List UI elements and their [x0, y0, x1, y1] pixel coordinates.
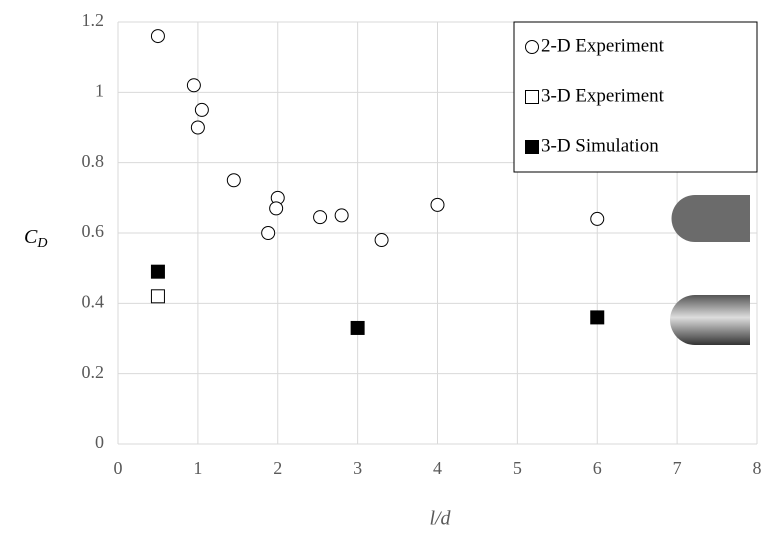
- x-tick-label: 3: [353, 458, 362, 478]
- x-tick-label: 4: [433, 458, 442, 478]
- marker: [150, 29, 165, 44]
- y-axis-label-sub: D: [36, 236, 47, 251]
- marker: [190, 120, 205, 135]
- legend-label: 3-D Simulation: [541, 135, 659, 156]
- marker: [150, 289, 165, 304]
- capsule-icon: [671, 195, 750, 242]
- y-tick-label: 0.6: [82, 221, 105, 241]
- marker: [261, 226, 276, 240]
- x-tick-label: 6: [593, 458, 602, 478]
- y-tick-label: 0.8: [82, 151, 105, 171]
- y-tick-label: 0: [95, 432, 104, 452]
- x-tick-label: 2: [273, 458, 282, 478]
- x-tick-label: 7: [673, 458, 682, 478]
- y-tick-label: 0.4: [82, 291, 105, 311]
- marker: [186, 78, 201, 93]
- marker: [590, 211, 605, 226]
- legend-marker: [525, 40, 539, 54]
- x-tick-label: 0: [114, 458, 123, 478]
- legend: 2-D Experiment 3-D Experiment 3-D Simulati…: [525, 35, 665, 156]
- marker: [226, 173, 241, 188]
- marker: [194, 102, 209, 117]
- x-tick-label: 1: [193, 458, 202, 478]
- legend-label: 3-D Experiment: [541, 85, 665, 106]
- legend-box: [513, 21, 758, 173]
- marker: [350, 320, 365, 335]
- capsule-icon: [670, 295, 750, 345]
- y-tick-label: 1: [95, 80, 104, 100]
- y-axis-label-main: C: [24, 226, 38, 248]
- marker: [269, 201, 284, 216]
- marker: [334, 208, 349, 223]
- marker: [150, 264, 165, 279]
- marker: [430, 197, 445, 212]
- y-tick-label: 0.2: [82, 362, 105, 382]
- marker: [374, 233, 389, 248]
- x-tick-label: 8: [753, 458, 762, 478]
- x-axis-label: l/d: [429, 508, 451, 530]
- y-tick-label: 1.2: [82, 10, 105, 30]
- x-tick-label: 5: [513, 458, 522, 478]
- marker: [313, 210, 328, 225]
- y-axis-label: CD: [24, 226, 47, 252]
- legend-marker: [525, 90, 539, 104]
- marks: [150, 29, 605, 335]
- legend-marker: [525, 140, 539, 154]
- legend-label: 2-D Experiment: [541, 35, 665, 56]
- marker: [590, 310, 605, 325]
